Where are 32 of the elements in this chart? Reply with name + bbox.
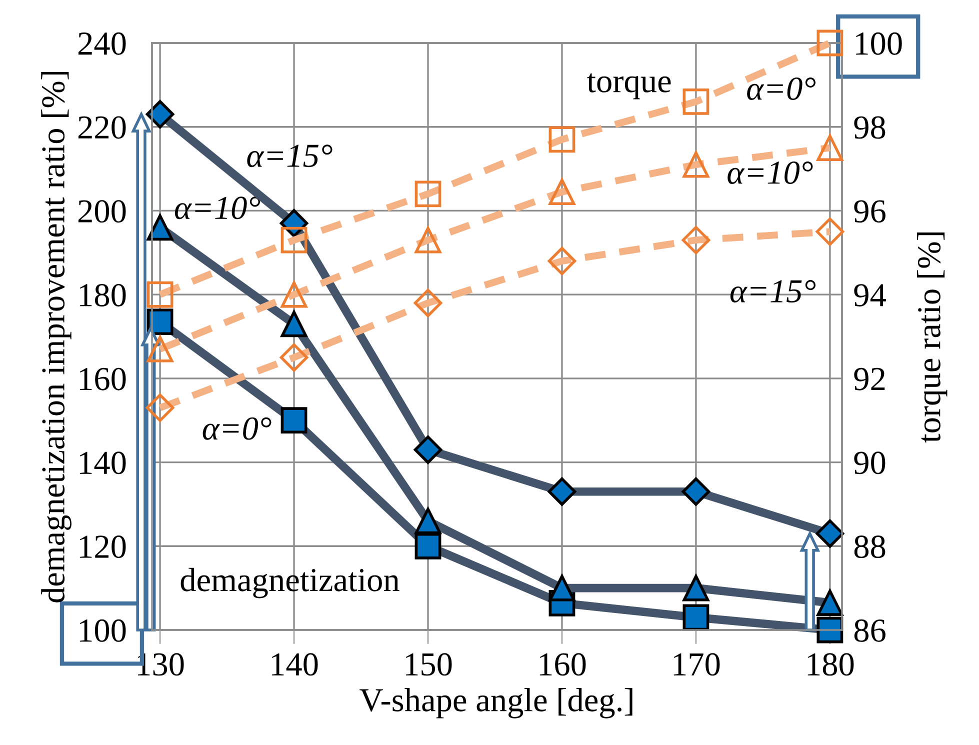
series-label: α=0°: [202, 417, 272, 440]
y2-axis-title: torque ratio [%]: [917, 232, 948, 443]
x-axis-title: V-shape angle [deg.]: [360, 688, 632, 718]
annotation: demagnetization: [180, 568, 400, 598]
y-axis-title: demagnetization improvement ratio [%]: [41, 72, 72, 602]
x-tick-label: 170: [674, 653, 720, 676]
series-label: α=15°: [247, 144, 332, 168]
y2-tick-label: 100: [856, 32, 902, 55]
x-tick-label: 160: [540, 653, 586, 676]
y2-tick-label: 92: [854, 368, 885, 390]
y-tick-label: 100: [80, 619, 126, 642]
series-label: α=15°: [730, 280, 816, 303]
y2-tick-label: 98: [854, 116, 886, 139]
series-label: α=10°: [728, 161, 813, 184]
y-tick-label: 220: [78, 116, 126, 139]
y-tick-label: 160: [80, 368, 126, 390]
series-label: α=10°: [174, 196, 260, 220]
x-tick-label: 150: [406, 653, 452, 676]
y2-tick-label: 90: [854, 452, 886, 474]
y2-tick-label: 96: [854, 200, 886, 223]
y2-tick-label: 86: [854, 619, 886, 642]
y-tick-label: 240: [78, 32, 126, 55]
y2-tick-label: 88: [854, 536, 886, 558]
y-tick-label: 140: [80, 452, 126, 474]
y-tick-label: 200: [78, 200, 126, 223]
y2-tick-label: 94: [854, 284, 886, 306]
x-tick-label: 140: [272, 653, 318, 676]
x-tick-label: 180: [808, 653, 854, 676]
series-label: α=0°: [747, 77, 816, 100]
y-tick-label: 120: [80, 536, 126, 558]
annotation: torque: [587, 73, 671, 100]
y-tick-label: 180: [80, 284, 126, 306]
